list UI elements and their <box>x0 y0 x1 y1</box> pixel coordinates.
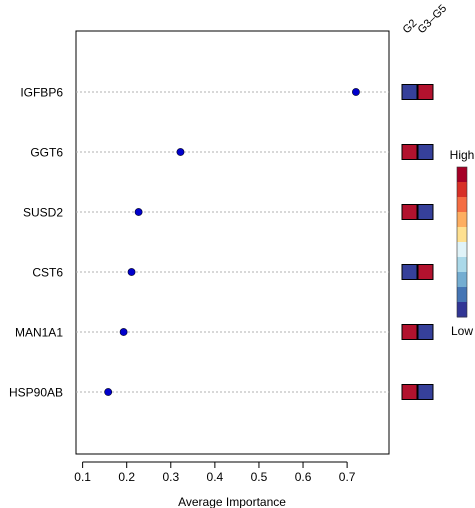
x-tick-label: 0.4 <box>207 470 224 484</box>
heatmap-cell <box>417 384 434 400</box>
legend-bar-outline <box>456 166 468 318</box>
heatmap-cell <box>417 324 434 340</box>
row-label: SUSD2 <box>23 206 63 220</box>
legend-gradient-step <box>457 197 467 213</box>
x-tick-label: 0.5 <box>251 470 268 484</box>
data-point <box>127 268 136 276</box>
legend-high-label: High <box>450 148 475 162</box>
data-point <box>352 88 360 96</box>
legend-gradient-step <box>457 227 467 243</box>
heatmap-cell <box>401 84 418 100</box>
row-label: CST6 <box>32 266 63 280</box>
x-tick-label: 0.3 <box>162 470 179 484</box>
heatmap-cell <box>417 144 434 160</box>
heatmap-cell <box>401 384 418 400</box>
heatmap-column-label: G3–G5 <box>416 3 450 37</box>
color-legend: High Low <box>450 148 475 338</box>
legend-gradient-step <box>457 287 467 303</box>
heatmap-cell <box>401 264 418 280</box>
x-tick-label: 0.2 <box>118 470 135 484</box>
x-tick-label: 0.7 <box>339 470 356 484</box>
row-label: HSP90AB <box>9 386 63 400</box>
data-point <box>176 148 185 156</box>
row-label: IGFBP6 <box>20 86 63 100</box>
legend-gradient-step <box>457 212 467 228</box>
data-points <box>104 88 360 396</box>
data-point <box>119 328 128 336</box>
legend-gradient-step <box>457 167 467 183</box>
row-label: MAN1A1 <box>15 326 63 340</box>
grid-lines <box>76 91 389 393</box>
legend-low-label: Low <box>451 324 473 338</box>
x-axis-title: Average Importance <box>178 495 286 508</box>
legend-gradient-step <box>457 302 467 318</box>
row-label: GGT6 <box>30 146 63 160</box>
plot-area-frame <box>75 30 390 455</box>
data-point <box>134 208 143 216</box>
x-tick-label: 0.1 <box>74 470 91 484</box>
data-point <box>104 388 113 396</box>
legend-gradient-step <box>457 242 467 258</box>
heatmap-cell <box>401 204 418 220</box>
heatmap-cell <box>417 204 434 220</box>
legend-gradient-step <box>457 182 467 198</box>
heatmap-cell <box>401 324 418 340</box>
x-axis: 0.1 0.2 0.3 0.4 0.5 0.6 0.7 <box>74 461 356 484</box>
legend-gradient-step <box>457 257 467 273</box>
heatmap-cell <box>401 144 418 160</box>
row-labels: IGFBP6 GGT6 SUSD2 CST6 MAN1A1 HSP90AB <box>9 86 63 400</box>
heatmap-cell <box>417 84 434 100</box>
legend-gradient-step <box>457 272 467 288</box>
x-tick-label: 0.6 <box>295 470 312 484</box>
heatmap-cell <box>417 264 434 280</box>
